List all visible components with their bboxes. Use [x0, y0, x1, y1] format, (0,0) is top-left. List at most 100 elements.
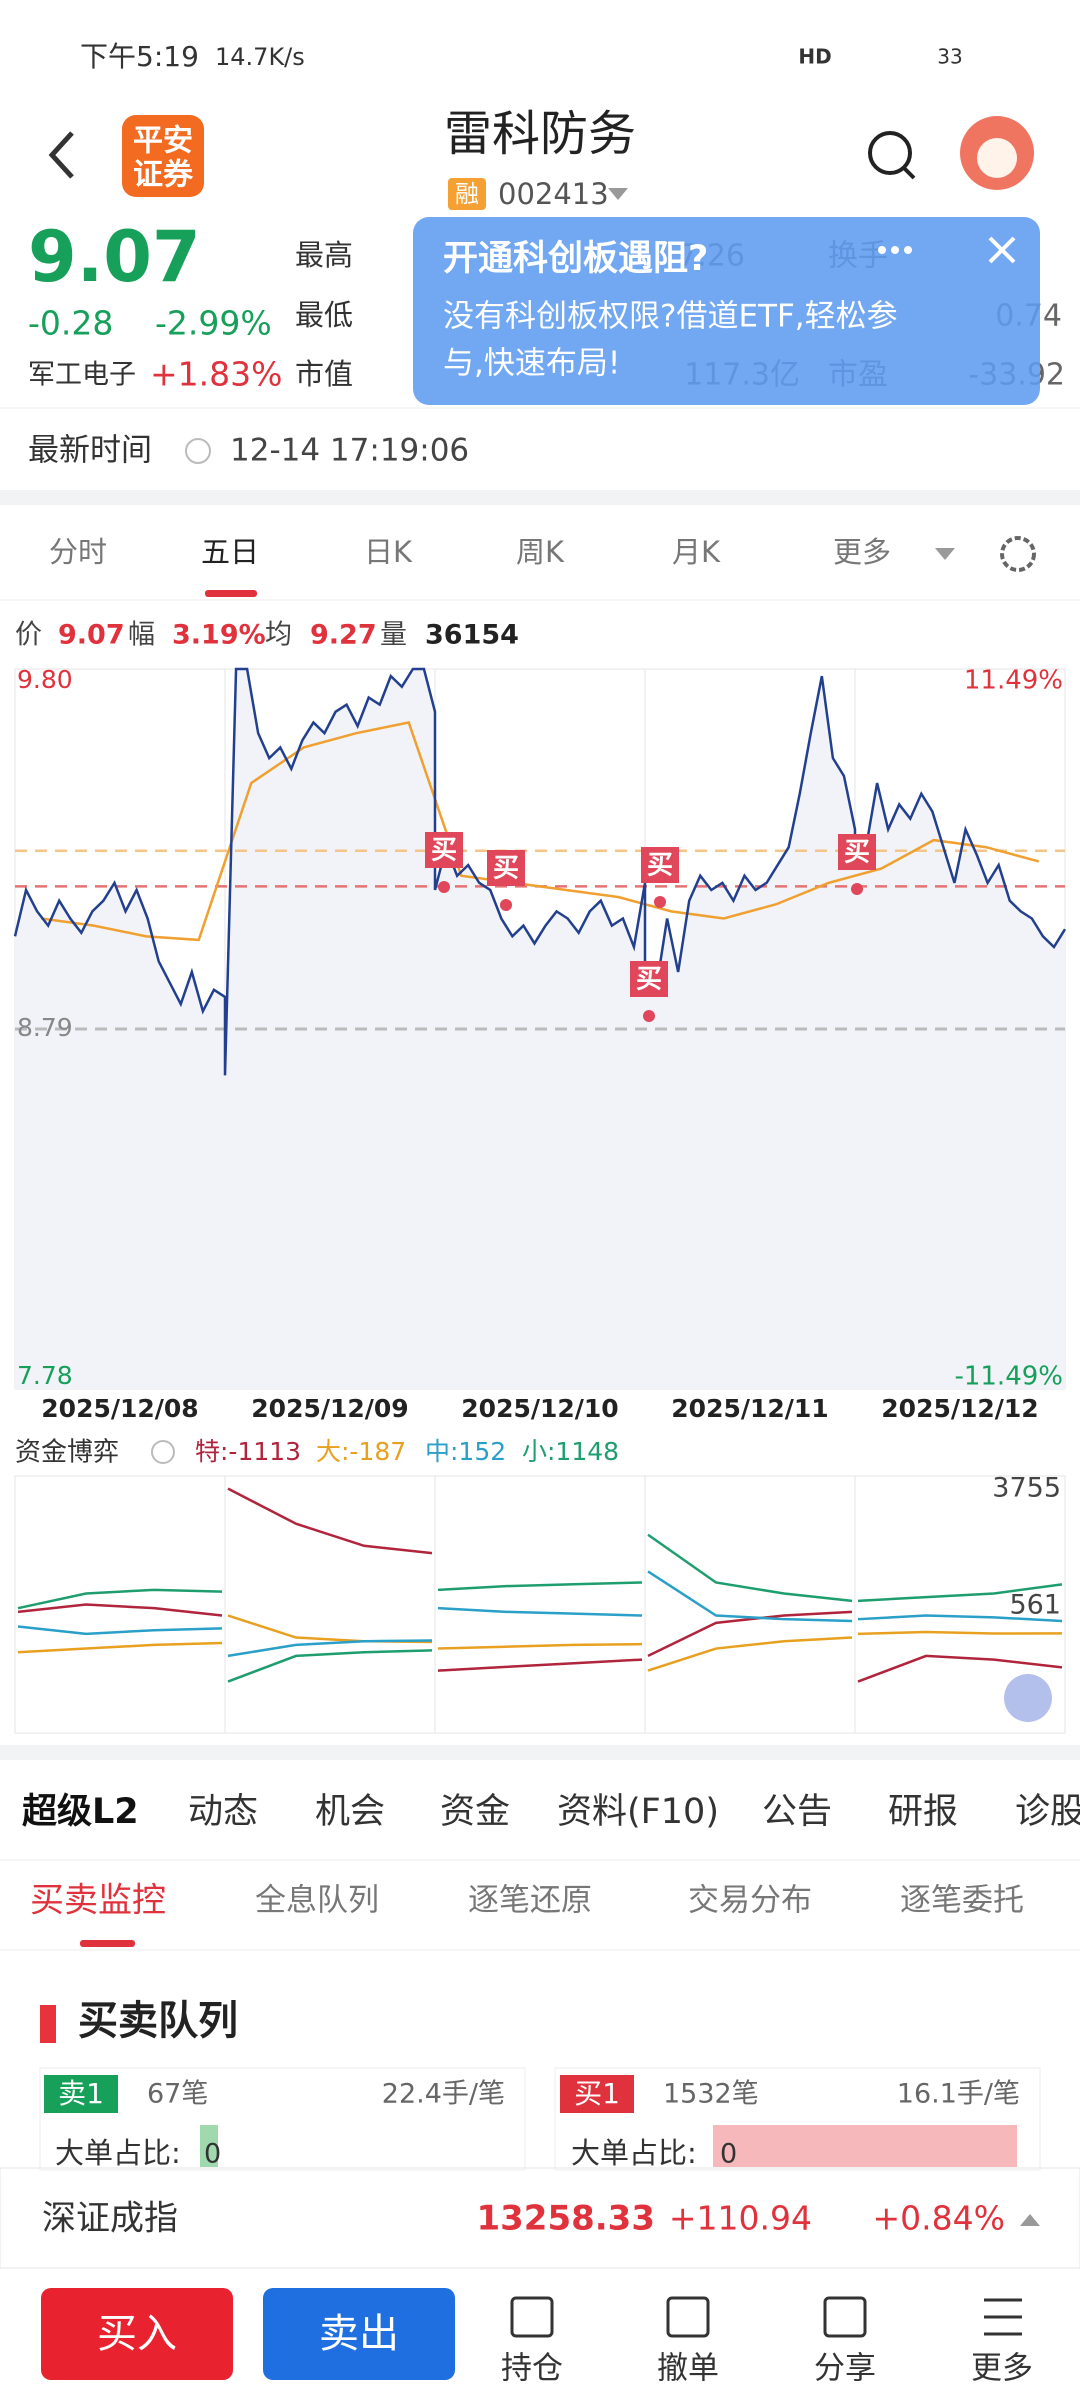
tab-underline [205, 590, 257, 597]
chart-frame [14, 1475, 1066, 1734]
legend-entry: 大:-187 [316, 1437, 406, 1466]
sub-tab[interactable]: 逐笔委托 [900, 1883, 1024, 1919]
label: 买1 [574, 2077, 620, 2110]
label: -2.99% [155, 304, 272, 343]
broker-logo [122, 115, 204, 197]
more-icon[interactable] [984, 2298, 1022, 2336]
label: 最高 [295, 238, 353, 272]
label: 市值 [295, 357, 353, 391]
avatar [977, 138, 1017, 178]
section-bar [40, 2005, 56, 2043]
label: 军工电子 [28, 360, 136, 391]
chart-tab[interactable]: 五日 [201, 535, 259, 569]
sell-label[interactable]: 卖出 [319, 2311, 399, 2357]
chart-tab[interactable]: 分时 [49, 535, 107, 569]
legend-entry: 小:1148 [522, 1437, 619, 1466]
settings-icon[interactable] [1000, 536, 1036, 572]
fullscreen-icon[interactable] [1004, 1674, 1052, 1722]
buy-button[interactable] [41, 2288, 233, 2380]
x-tick-label: 2025/12/08 [41, 1394, 198, 1423]
dropdown[interactable] [935, 548, 955, 560]
queue-box [554, 2067, 1041, 2171]
label: 0 [204, 2139, 221, 2170]
detail-tab[interactable]: 研报 [888, 1792, 958, 1832]
detail-tab[interactable]: 诊股 [1015, 1792, 1080, 1832]
label: 深证成指 [42, 2199, 178, 2239]
legend-entry: 中:152 [425, 1437, 506, 1466]
chart-tab[interactable]: 周K [516, 535, 565, 569]
detail-tab[interactable]: 机会 [315, 1792, 385, 1832]
broker-logo-text: 证券 [133, 158, 194, 193]
dropdown[interactable] [608, 188, 628, 200]
detail-tab[interactable]: 动态 [188, 1792, 258, 1832]
detail-tab[interactable]: 资金 [440, 1792, 510, 1832]
nav-item[interactable]: 持仓 [501, 2351, 563, 2387]
buy-label[interactable]: 买入 [97, 2311, 177, 2357]
label: 大单占比: [55, 2136, 181, 2170]
buy-marker [630, 961, 668, 997]
nav-item[interactable]: 分享 [814, 2351, 876, 2387]
cancel-icon[interactable] [666, 2296, 710, 2338]
sub-tab[interactable]: 全息队列 [255, 1883, 379, 1919]
label: -0.28 [28, 304, 113, 343]
nav-item[interactable]: 撤单 [657, 2351, 719, 2387]
stock-code: 002413 [498, 177, 609, 211]
sub-tab[interactable]: 买卖监控 [30, 1881, 166, 1921]
label: 1532笔 [663, 2079, 759, 2110]
chart-tab[interactable]: 更多 [833, 535, 891, 569]
y-tick-label: 8.79 [17, 1013, 73, 1042]
y-tick-label: 9.80 [17, 665, 73, 694]
info-icon [185, 438, 211, 464]
x-tick-label: 2025/12/11 [671, 1394, 828, 1423]
back-icon[interactable] [48, 131, 74, 179]
popup[interactable] [413, 217, 1040, 405]
share-icon[interactable] [823, 2296, 867, 2338]
legend-entry: 特:-1113 [195, 1437, 301, 1466]
position-icon[interactable] [510, 2296, 554, 2338]
x-tick-label: 2025/12/12 [881, 1394, 1038, 1423]
popup-close[interactable] [988, 236, 1016, 264]
label: 33 [937, 45, 962, 69]
sell-tag [44, 2075, 118, 2113]
y-tick-label: 561 [1009, 1589, 1061, 1620]
detail-tab[interactable]: 超级L2 [22, 1792, 139, 1832]
ratio-bar [713, 2125, 1017, 2167]
expand-icon[interactable] [1020, 2214, 1040, 2226]
popup-more [891, 246, 899, 254]
buy-marker [641, 847, 679, 883]
buy-marker [425, 832, 463, 868]
detail-tab[interactable]: 资料(F10) [557, 1792, 719, 1832]
sell-button[interactable] [263, 2288, 455, 2380]
buy-marker-text: 买 [647, 851, 673, 881]
label: 9.07 [58, 620, 125, 651]
search-icon[interactable] [868, 131, 912, 175]
label: 量 [380, 620, 407, 651]
buy-dot [500, 899, 512, 911]
label: 14.7K/s [215, 43, 305, 71]
index-bar [0, 2167, 1080, 2269]
buy-marker [838, 834, 876, 870]
chart-tab[interactable]: 月K [672, 535, 721, 569]
sub-tab[interactable]: 逐笔还原 [468, 1883, 592, 1919]
label: 12-14 17:19:06 [230, 433, 469, 469]
label: 大单占比: [571, 2136, 697, 2170]
x-tick-label: 2025/12/10 [461, 1394, 618, 1423]
label: 均 [265, 620, 292, 651]
label: 价 [15, 620, 42, 651]
chart-tab[interactable]: 日K [364, 535, 413, 569]
pct-label: 11.49% [964, 666, 1063, 696]
label: 16.1手/笔 [897, 2079, 1020, 2110]
popup-title: 开通科创板遇阻? [443, 239, 708, 279]
info-icon [151, 1440, 175, 1464]
popup-more [904, 246, 912, 254]
stock-title: 雷科防务 [444, 106, 636, 162]
buy-marker-text: 买 [431, 836, 457, 866]
label: 下午5:19 [80, 40, 199, 73]
popup-more [878, 246, 886, 254]
nav-item[interactable]: 更多 [971, 2351, 1033, 2387]
label: 最新时间 [28, 433, 152, 469]
buy-marker-text: 买 [493, 854, 519, 884]
sub-tab[interactable]: 交易分布 [688, 1883, 812, 1919]
detail-tab[interactable]: 公告 [762, 1792, 832, 1832]
